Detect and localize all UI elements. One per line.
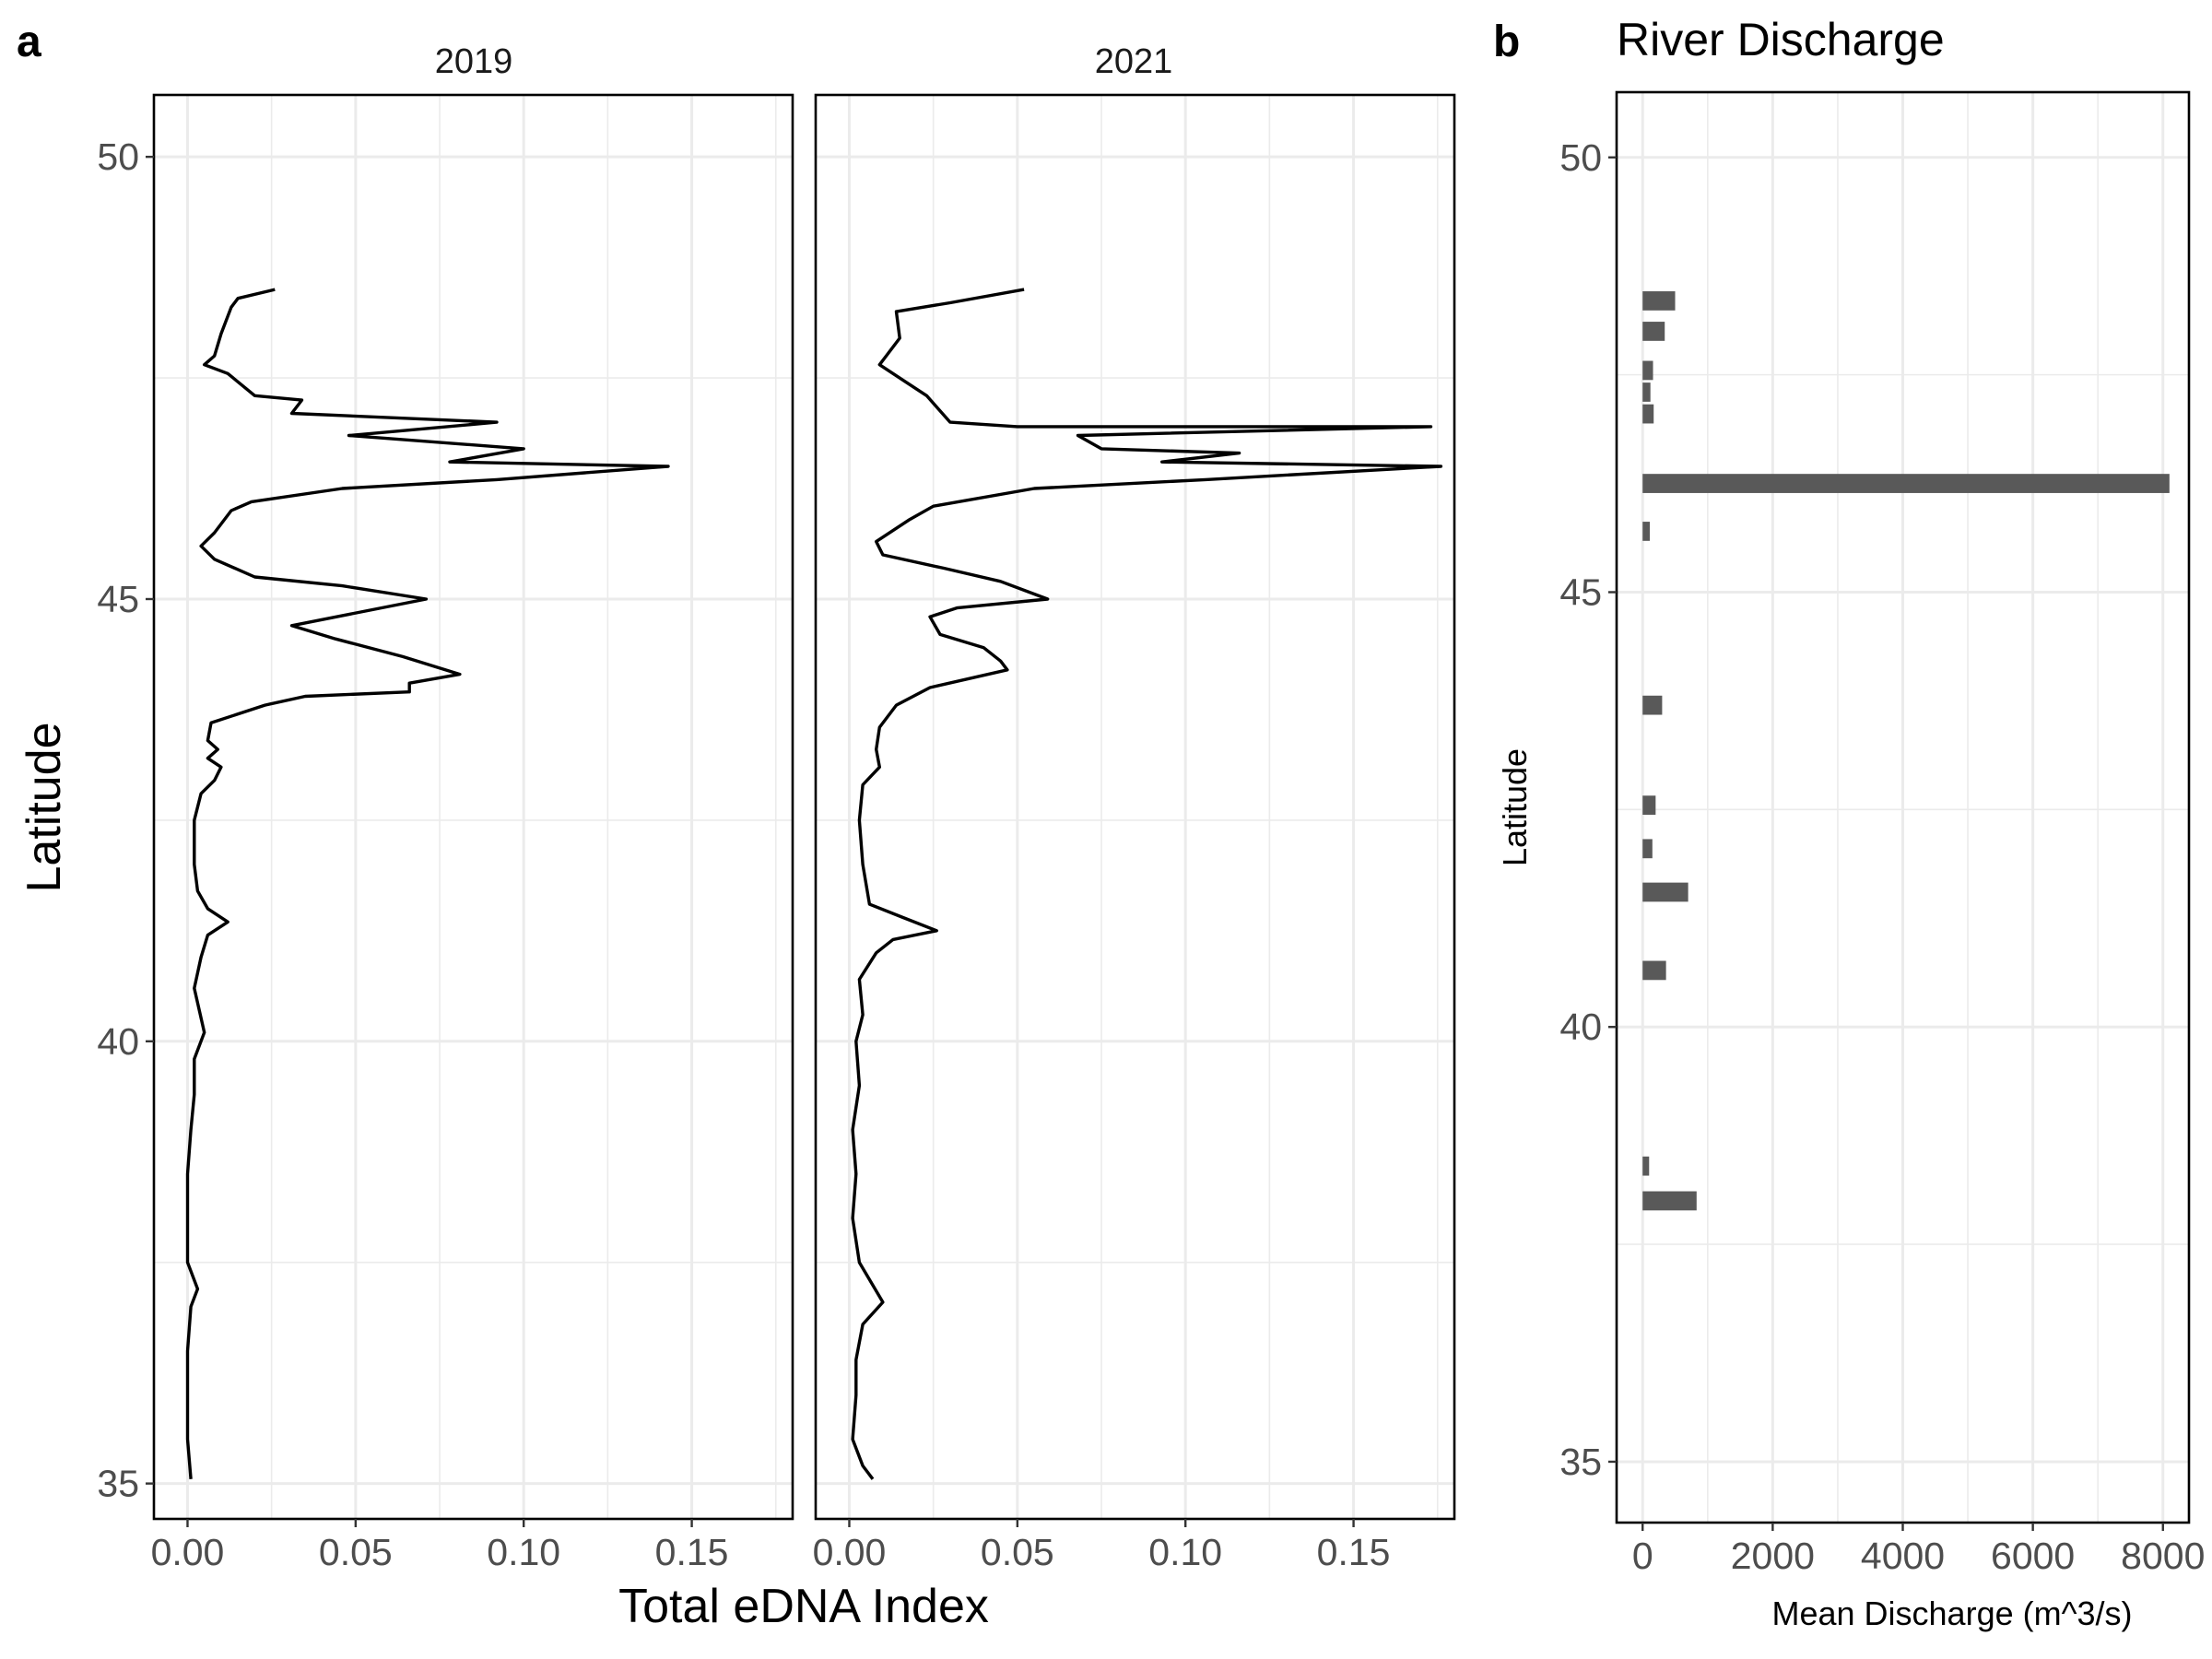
- panel-a-letter: a: [17, 18, 41, 66]
- discharge-bar: [1642, 382, 1651, 402]
- facet-2021-frame: [814, 93, 1456, 1521]
- panel-b-y-tick-label: 45: [1559, 571, 1602, 613]
- panel-a-y-axis-title: Latitude: [18, 722, 71, 892]
- discharge-bar: [1642, 322, 1665, 341]
- discharge-bar: [1642, 960, 1666, 981]
- panel-b-x-tick-label: 8000: [2121, 1535, 2205, 1577]
- facet-2019-edna-line: [185, 288, 670, 1479]
- panel-b-y-tick-label: 40: [1559, 1006, 1602, 1048]
- discharge-bar: [1642, 882, 1688, 902]
- discharge-bar: [1642, 1156, 1650, 1176]
- discharge-bar: [1642, 474, 2170, 493]
- facet-2021-x-tick-label: 0.15: [1317, 1531, 1391, 1573]
- facet-2019-frame: [152, 93, 794, 1521]
- facet-2019-panel: 0.00 0.05 0.10 0.15 35 40 45 50: [97, 93, 794, 1573]
- facet-2021-x-tick-label: 0.10: [1148, 1531, 1222, 1573]
- facet-2021-x-tick-label: 0.05: [981, 1531, 1054, 1573]
- panel-b-x-tick-label: 4000: [1861, 1535, 1945, 1577]
- discharge-bar: [1642, 360, 1653, 381]
- panel-b-letter: b: [1493, 18, 1520, 66]
- facet-2021-panel: 0.00 0.05 0.10 0.15: [813, 93, 1456, 1573]
- panel-b-x-axis-title: Mean Discharge (m^3/s): [1771, 1594, 2132, 1632]
- facet-2021-edna-line: [851, 288, 1443, 1480]
- discharge-bar: [1642, 795, 1656, 816]
- discharge-bar: [1642, 695, 1663, 715]
- discharge-bar: [1642, 291, 1676, 311]
- panel-a-y-tick-label: 35: [97, 1463, 139, 1505]
- facet-2021-x-tick-label: 0.00: [813, 1531, 887, 1573]
- panel-a-x-axis-title: Total eDNA Index: [618, 1580, 989, 1633]
- facet-2019-label: 2019: [435, 42, 513, 81]
- facet-2021-label: 2021: [1095, 42, 1173, 81]
- panel-b-x-tick-label: 6000: [1991, 1535, 2075, 1577]
- panel-b-y-axis-title: Latitude: [1496, 748, 1534, 866]
- panel-a-y-tick-label: 45: [97, 578, 139, 620]
- discharge-bar: [1642, 1191, 1697, 1211]
- facet-2019-x-tick-label: 0.05: [319, 1531, 393, 1573]
- discharge-bar: [1642, 404, 1654, 424]
- panel-b-x-tick-label: 2000: [1731, 1535, 1815, 1577]
- panel-a-y-tick-label: 50: [97, 135, 139, 178]
- panel-b-x-tick-label: 0: [1632, 1535, 1653, 1577]
- discharge-bar: [1642, 522, 1650, 541]
- panel-b-title: River Discharge: [1617, 14, 1945, 65]
- river-discharge-panel: 0 2000 4000 6000 8000 35 40 45 50: [1559, 90, 2205, 1577]
- facet-2019-x-tick-label: 0.15: [655, 1531, 729, 1573]
- panel-b-y-tick-label: 35: [1559, 1441, 1602, 1483]
- panel-b-y-tick-label: 50: [1559, 136, 1602, 179]
- discharge-bar: [1642, 839, 1653, 859]
- panel-a-y-tick-label: 40: [97, 1020, 139, 1063]
- facet-2019-x-tick-label: 0.00: [151, 1531, 225, 1573]
- facet-2019-x-tick-label: 0.10: [487, 1531, 560, 1573]
